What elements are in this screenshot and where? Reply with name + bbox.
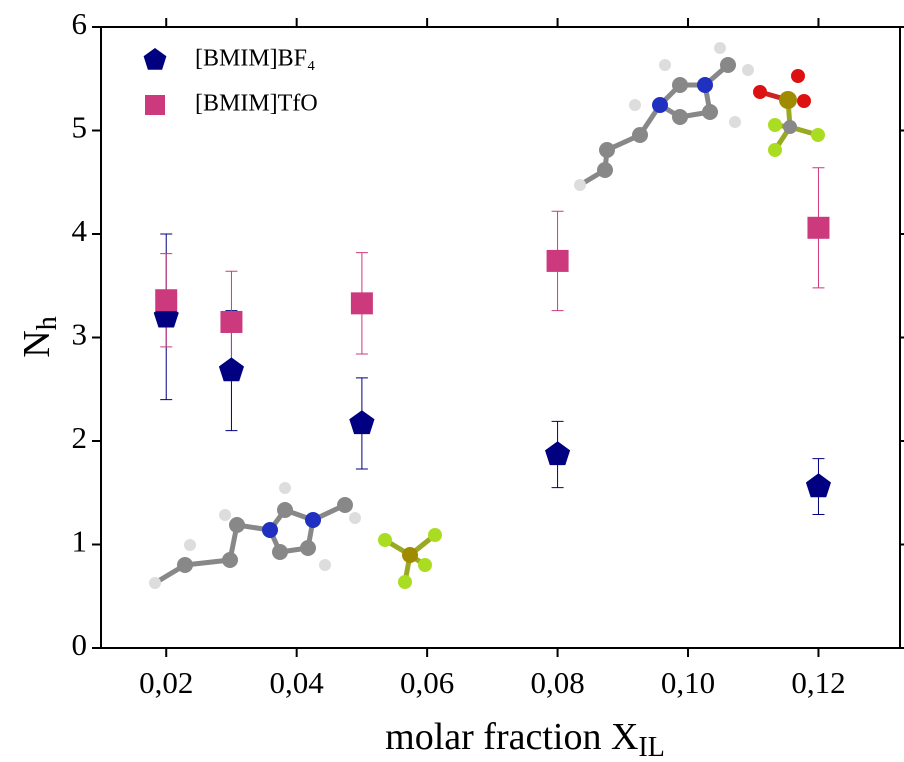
data-point — [349, 410, 375, 435]
data-point — [218, 357, 244, 382]
legend-label: [BMIM]TfO — [195, 91, 318, 117]
data-point — [805, 473, 831, 498]
x-tick-label: 0,06 — [400, 665, 454, 700]
data-point — [546, 249, 569, 272]
legend-marker — [143, 48, 167, 70]
plot-frame — [100, 26, 901, 649]
y-tick-label: 4 — [72, 213, 88, 248]
data-point — [155, 289, 178, 312]
molecule-bmim-tfo — [574, 42, 825, 191]
y-axis-label: Nh — [16, 316, 64, 357]
x-tick-label: 0,02 — [139, 665, 193, 700]
x-tick-label: 0,08 — [530, 665, 584, 700]
y-tick-label: 5 — [72, 110, 88, 145]
legend-label: [BMIM]BF₄ — [195, 46, 315, 72]
legend-marker — [145, 95, 165, 115]
data-point — [350, 292, 373, 315]
y-tick-label: 2 — [72, 420, 88, 455]
x-axis-label: molar fraction XIL — [385, 716, 665, 762]
x-tick-label: 0,12 — [791, 665, 845, 700]
data-point — [807, 216, 830, 239]
data-point — [220, 310, 243, 333]
y-tick-label: 1 — [72, 524, 88, 559]
x-tick-label: 0,04 — [270, 665, 325, 700]
y-tick-label: 3 — [72, 317, 88, 352]
x-tick-label: 0,10 — [661, 665, 715, 700]
y-tick-label: 6 — [72, 6, 88, 41]
data-point — [545, 441, 571, 466]
y-tick-label: 0 — [72, 627, 88, 662]
molecule-bmim-bf4 — [149, 482, 442, 589]
